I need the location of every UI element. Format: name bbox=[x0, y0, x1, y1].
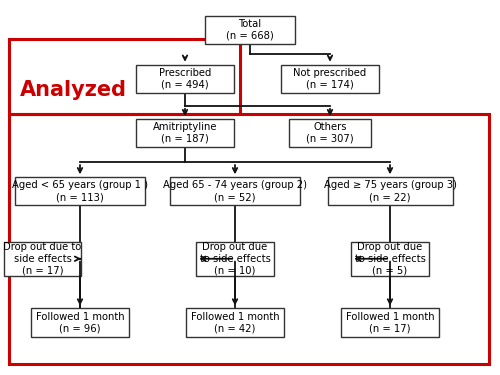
Text: Others
(n = 307): Others (n = 307) bbox=[306, 122, 354, 144]
Bar bbox=[205, 16, 295, 44]
Bar bbox=[136, 64, 234, 93]
Text: Drop out due to
side effects
(n = 17): Drop out due to side effects (n = 17) bbox=[4, 242, 82, 275]
Bar bbox=[9, 39, 240, 114]
Text: Drop out due
to side effects
(n = 10): Drop out due to side effects (n = 10) bbox=[200, 242, 270, 275]
Text: Followed 1 month
(n = 96): Followed 1 month (n = 96) bbox=[36, 312, 124, 333]
Text: Aged 65 - 74 years (group 2)
(n = 52): Aged 65 - 74 years (group 2) (n = 52) bbox=[163, 180, 307, 202]
Text: Followed 1 month
(n = 42): Followed 1 month (n = 42) bbox=[190, 312, 280, 333]
Bar bbox=[281, 64, 379, 93]
Text: Followed 1 month
(n = 17): Followed 1 month (n = 17) bbox=[346, 312, 434, 333]
Text: Prescribed
(n = 494): Prescribed (n = 494) bbox=[159, 68, 211, 90]
Text: Aged < 65 years (group 1 )
(n = 113): Aged < 65 years (group 1 ) (n = 113) bbox=[12, 180, 148, 202]
Text: Total
(n = 668): Total (n = 668) bbox=[226, 19, 274, 41]
Text: Amitriptyline
(n = 187): Amitriptyline (n = 187) bbox=[153, 122, 217, 144]
Bar bbox=[341, 308, 439, 337]
Bar bbox=[4, 242, 81, 276]
Bar bbox=[351, 242, 429, 276]
Bar bbox=[9, 114, 489, 364]
Bar bbox=[328, 177, 452, 206]
Bar bbox=[170, 177, 300, 206]
Text: Analyzed: Analyzed bbox=[20, 80, 127, 100]
Bar bbox=[196, 242, 274, 276]
Text: Not prescribed
(n = 174): Not prescribed (n = 174) bbox=[294, 68, 366, 90]
Bar bbox=[289, 119, 371, 147]
Bar bbox=[15, 177, 145, 206]
Bar bbox=[136, 119, 234, 147]
Bar bbox=[186, 308, 284, 337]
Text: Drop out due
to side effects
(n = 5): Drop out due to side effects (n = 5) bbox=[354, 242, 426, 275]
Text: Aged ≥ 75 years (group 3)
(n = 22): Aged ≥ 75 years (group 3) (n = 22) bbox=[324, 180, 456, 202]
Bar bbox=[31, 308, 129, 337]
